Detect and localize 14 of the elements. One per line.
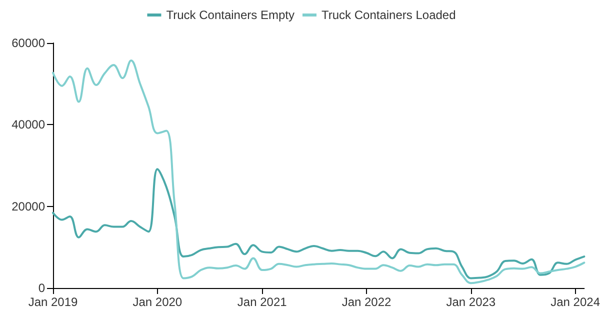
y-tick-label: 60000 (12, 36, 46, 50)
legend-label: Truck Containers Loaded (321, 8, 456, 22)
y-tick-label: 20000 (12, 199, 46, 214)
x-tick-label: Jan 2024 (550, 295, 600, 309)
x-tick-label: Jan 2019 (28, 295, 78, 309)
line-series (52, 168, 586, 280)
x-tick-label: Jan 2023 (446, 295, 496, 309)
x-tick-label: Jan 2020 (132, 295, 182, 309)
y-tick-label: 0 (38, 281, 46, 295)
y-tick-label: 40000 (12, 118, 46, 132)
x-tick-label: Jan 2022 (342, 295, 392, 309)
x-tick-label: Jan 2021 (237, 295, 288, 309)
legend-label: Truck Containers Empty (166, 8, 294, 22)
line-series (52, 60, 586, 284)
